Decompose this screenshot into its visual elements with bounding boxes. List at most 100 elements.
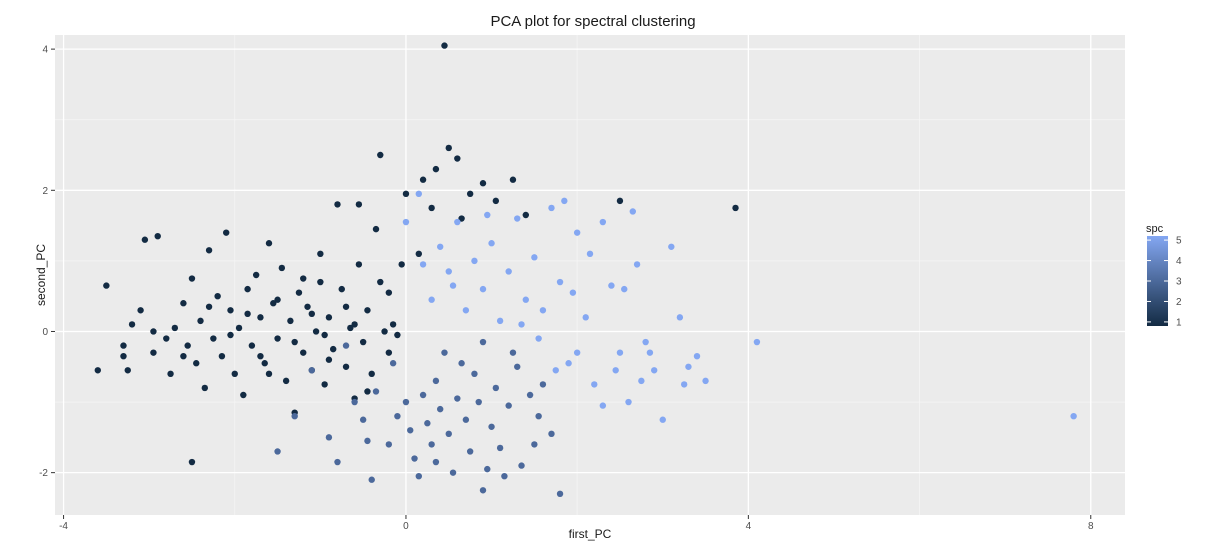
chart-title: PCA plot for spectral clustering xyxy=(490,13,695,30)
data-point xyxy=(608,282,615,289)
data-point xyxy=(103,282,110,289)
data-point xyxy=(561,197,568,205)
data-point xyxy=(462,416,470,423)
legend-colorbar xyxy=(1147,236,1168,326)
data-point xyxy=(505,268,512,275)
data-point xyxy=(295,289,303,296)
data-point xyxy=(342,363,350,370)
data-point xyxy=(484,465,491,473)
data-point xyxy=(548,430,555,438)
data-point xyxy=(167,370,174,378)
data-point xyxy=(278,264,286,272)
data-point xyxy=(201,384,208,392)
data-point xyxy=(304,303,311,310)
data-point xyxy=(573,229,581,236)
data-point xyxy=(364,307,371,314)
data-point xyxy=(496,444,504,452)
data-point xyxy=(240,391,247,399)
data-point xyxy=(385,349,393,356)
data-point xyxy=(308,367,315,374)
data-point xyxy=(552,367,559,374)
data-point xyxy=(193,360,200,367)
data-point xyxy=(488,423,495,430)
data-point xyxy=(359,416,367,423)
data-point xyxy=(385,289,393,296)
data-point xyxy=(676,314,684,321)
data-point xyxy=(364,388,371,395)
data-point xyxy=(120,352,127,360)
data-point xyxy=(321,381,328,388)
data-point xyxy=(257,314,264,321)
data-point xyxy=(377,151,384,159)
x-tick-label: 8 xyxy=(1088,521,1094,532)
data-point xyxy=(415,250,422,258)
data-point xyxy=(492,197,500,205)
data-point xyxy=(419,391,427,399)
data-point xyxy=(479,285,487,293)
x-axis-title: first_PC xyxy=(569,527,612,541)
data-point xyxy=(432,458,440,466)
data-point xyxy=(466,448,474,455)
data-point xyxy=(124,367,131,374)
data-point xyxy=(445,144,452,152)
data-point xyxy=(466,190,474,198)
data-point xyxy=(565,360,572,367)
data-point xyxy=(180,300,187,307)
data-point xyxy=(372,225,380,233)
data-point xyxy=(445,430,452,438)
data-point xyxy=(646,349,654,356)
data-point xyxy=(685,363,692,370)
data-point xyxy=(732,204,739,212)
data-point xyxy=(150,328,157,335)
data-point xyxy=(218,352,226,360)
data-point xyxy=(501,472,508,480)
data-point xyxy=(621,285,628,293)
data-point xyxy=(591,381,598,388)
data-point xyxy=(377,278,384,286)
data-point xyxy=(210,335,217,342)
data-point xyxy=(496,317,504,325)
data-point xyxy=(197,317,204,325)
data-point xyxy=(394,331,401,339)
x-tick-label: -4 xyxy=(59,521,68,532)
data-point xyxy=(402,190,410,198)
data-point xyxy=(522,211,529,219)
data-point xyxy=(638,377,645,385)
data-point xyxy=(548,204,555,212)
data-point xyxy=(437,243,444,250)
x-tick-label: 4 xyxy=(746,521,752,532)
data-point xyxy=(265,240,273,247)
data-point xyxy=(616,197,624,205)
data-point xyxy=(479,338,487,346)
x-axis-ticks: -4 0 4 8 xyxy=(59,515,1094,532)
data-point xyxy=(514,215,521,222)
data-point xyxy=(321,331,328,339)
data-point xyxy=(154,232,161,240)
data-point xyxy=(325,434,333,441)
data-point xyxy=(441,42,448,49)
data-point xyxy=(351,398,358,406)
data-point xyxy=(539,307,547,314)
data-point xyxy=(355,201,363,208)
data-point xyxy=(449,282,457,289)
data-point xyxy=(163,335,170,342)
data-point xyxy=(287,317,294,325)
data-point xyxy=(248,342,256,349)
data-point xyxy=(180,352,187,360)
data-point xyxy=(334,458,341,466)
gridlines xyxy=(55,35,1125,515)
data-point xyxy=(522,296,529,303)
data-point xyxy=(505,402,512,409)
data-point xyxy=(402,398,410,406)
data-point xyxy=(492,384,500,392)
data-point xyxy=(415,190,422,198)
data-point xyxy=(753,338,761,346)
data-point xyxy=(188,458,196,466)
data-point xyxy=(394,412,401,420)
data-point xyxy=(432,165,440,173)
data-point xyxy=(518,321,525,328)
data-point xyxy=(291,338,298,346)
data-point xyxy=(351,321,358,328)
data-point xyxy=(514,363,521,370)
